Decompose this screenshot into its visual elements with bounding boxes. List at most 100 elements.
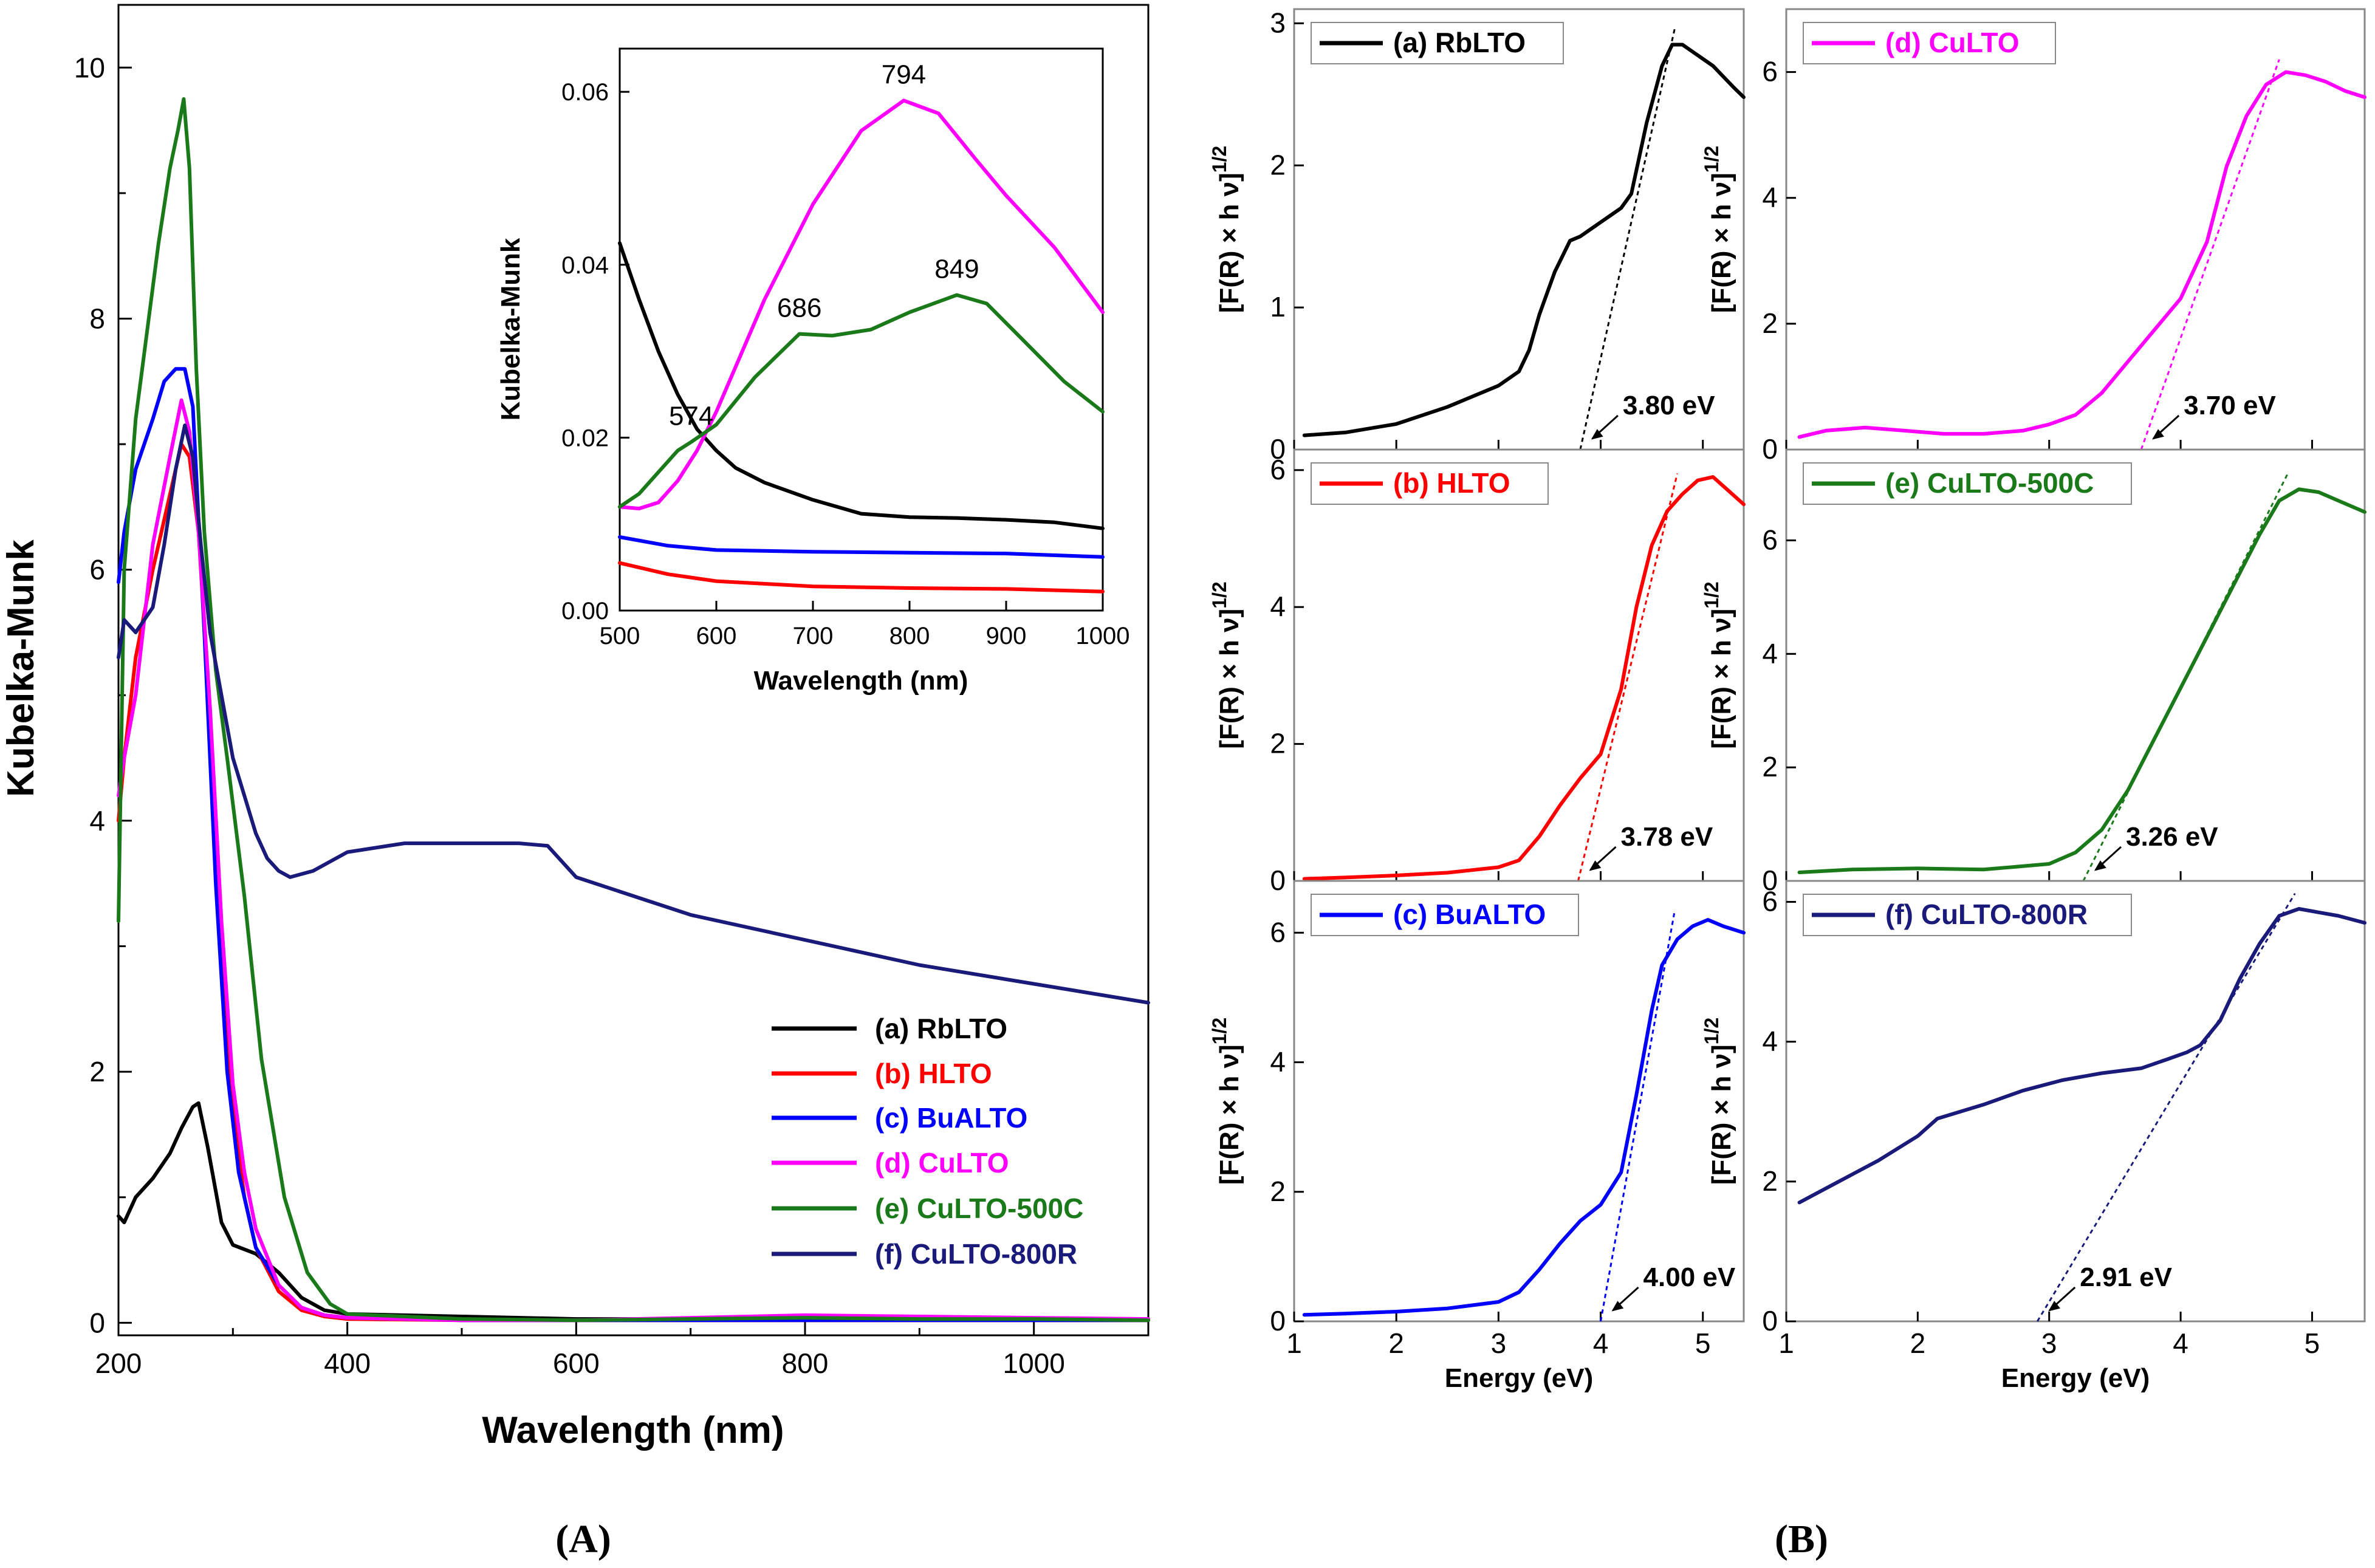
panel-b-x-tick-label: 2 bbox=[1910, 1327, 1926, 1359]
panel-b-gap-arrowhead-b bbox=[1589, 860, 1602, 871]
legend-entry-d: (d) CuLTO bbox=[772, 1147, 1009, 1179]
inset-x-tick-label: 900 bbox=[986, 623, 1027, 649]
panel-b-gap-arrowhead-f bbox=[2048, 1301, 2061, 1312]
panel-b-y-tick-label: 0 bbox=[1762, 1305, 1778, 1337]
panel-b-chart-b: 0 2 4 6 [F(R) × h ν]1/2 3.78 eV (b) HLTO bbox=[1208, 448, 1746, 896]
inset-x-tick-label: 700 bbox=[793, 623, 834, 649]
panel-b-frame-e bbox=[1785, 448, 2366, 882]
panel-b-legend-label-d: (d) CuLTO bbox=[1885, 27, 2020, 58]
panel-b-x-tick-label: 4 bbox=[1593, 1327, 1609, 1359]
panel-label-b: (B) bbox=[1775, 1517, 1828, 1561]
panel-b-y-tick-label: 0 bbox=[1270, 1305, 1286, 1337]
inset-x-tick-label: 800 bbox=[889, 623, 930, 649]
panel-b-y-tick-label: 6 bbox=[1762, 886, 1778, 917]
panel-b-x-tick-label: 1 bbox=[1778, 1327, 1794, 1359]
panel-b-frame-f bbox=[1785, 880, 2366, 1323]
panel-b-y-axis-title: [F(R) × h ν]1/2 bbox=[1701, 146, 1736, 313]
panel-b-y-tick-label: 4 bbox=[1762, 637, 1778, 669]
inset-ticks: 500 600 700 800 900 1000 0.00 0.02 0.04 0.06 bbox=[561, 79, 1129, 649]
inset-peak-labels: 794 849 686 574 bbox=[669, 60, 979, 431]
inset-series-b bbox=[618, 561, 1105, 594]
panel-b-y-tick-label: 0 bbox=[1270, 433, 1286, 465]
panel-a-y-tick-label: 8 bbox=[89, 303, 105, 335]
panel-a-x-tick-label: 1000 bbox=[1002, 1347, 1064, 1379]
panel-b-series-e bbox=[1797, 487, 2366, 874]
panel-b-y-tick-label: 2 bbox=[1762, 751, 1778, 782]
panel-label-a: (A) bbox=[555, 1517, 611, 1561]
panel-b-fit-line-c bbox=[1600, 913, 1676, 1322]
panel-a-y-tick-label: 2 bbox=[89, 1056, 105, 1087]
inset-curves bbox=[618, 98, 1105, 594]
panel-b-y-tick-label: 2 bbox=[1270, 1176, 1286, 1207]
panel-b-chart-d: 0 2 4 6 [F(R) × h ν]1/2 3.70 eV (d) CuLTO bbox=[1701, 8, 2366, 465]
inset-series-d bbox=[618, 98, 1105, 511]
panel-b-x-tick-label: 5 bbox=[1695, 1327, 1711, 1359]
inset-y-tick-label: 0.06 bbox=[561, 79, 609, 106]
panel-b-y-tick-label: 1 bbox=[1270, 291, 1286, 323]
panel-a-x-axis-title: Wavelength (nm) bbox=[482, 1409, 784, 1451]
panel-b-band-gap-e: 3.26 eV bbox=[2126, 822, 2218, 852]
panel-b-legend-label-f: (f) CuLTO-800R bbox=[1885, 899, 2088, 930]
panel-b-y-tick-label: 6 bbox=[1270, 454, 1286, 485]
panel-a-ticks: 200 400 600 800 1000 0 2 4 6 8 10 bbox=[74, 52, 1150, 1379]
panel-b-y-tick-label: 6 bbox=[1762, 524, 1778, 555]
panel-b-y-tick-label: 4 bbox=[1270, 591, 1286, 622]
panel-b-y-axis-exponent: 1/2 bbox=[1208, 146, 1230, 173]
panel-b-legend-label-a: (a) RbLTO bbox=[1393, 27, 1526, 58]
panel-b-legend-box-c bbox=[1311, 894, 1579, 936]
panel-a-y-axis-title: Kubelka-Munk bbox=[0, 539, 42, 797]
inset-series-e bbox=[618, 293, 1105, 509]
panel-b-frame-a bbox=[1293, 8, 1745, 451]
panel-b-fit-line-e bbox=[2082, 471, 2289, 882]
legend-entry-a: (a) RbLTO bbox=[772, 1013, 1007, 1044]
panel-b-y-tick-label: 0 bbox=[1762, 864, 1778, 896]
panel-b-gap-arrowhead-a bbox=[1591, 429, 1603, 440]
inset-x-tick-label: 500 bbox=[600, 623, 640, 649]
legend-label-d: (d) CuLTO bbox=[875, 1147, 1009, 1179]
inset-series-c bbox=[618, 535, 1105, 559]
legend-label-a: (a) RbLTO bbox=[875, 1013, 1007, 1044]
panel-b-series-c bbox=[1302, 918, 1746, 1317]
inset-peak-label: 794 bbox=[882, 60, 926, 89]
panel-b-y-tick-label: 4 bbox=[1762, 182, 1778, 213]
inset-y-tick-label: 0.00 bbox=[561, 598, 609, 625]
panel-a-y-tick-label: 6 bbox=[89, 554, 105, 586]
panel-a-curves bbox=[117, 97, 1150, 1323]
panel-b-y-axis-title: [F(R) × h ν]1/2 bbox=[1701, 1018, 1736, 1185]
inset-plot-frame bbox=[619, 47, 1104, 612]
panel-b-y-axis-title: [F(R) × h ν]1/2 bbox=[1701, 581, 1736, 748]
panel-b-y-axis-exponent: 1/2 bbox=[1701, 146, 1722, 173]
panel-a-inset-chart: 500 600 700 800 900 1000 0.00 0.02 0.04 0.06 794 8… bbox=[496, 46, 1129, 696]
panel-b-band-gap-b: 3.78 eV bbox=[1621, 822, 1713, 852]
panel-b-chart-f: 0 2 4 6 1 2 3 4 5 Energy (eV) [F(R) × h ν]1/2 2.91 … bbox=[1701, 880, 2366, 1393]
panel-b-fit-line-f bbox=[2036, 892, 2296, 1322]
panel-b-legend-label-e: (e) CuLTO-500C bbox=[1885, 467, 2094, 499]
panel-b-y-tick-label: 6 bbox=[1762, 56, 1778, 87]
legend-entry-f: (f) CuLTO-800R bbox=[772, 1238, 1077, 1270]
panel-b-x-tick-label: 1 bbox=[1286, 1327, 1302, 1359]
panel-b-x-tick-label: 3 bbox=[2041, 1327, 2057, 1359]
inset-y-axis-title: Kubelka-Munk bbox=[496, 238, 526, 420]
panel-b-y-tick-label: 4 bbox=[1762, 1025, 1778, 1057]
panel-b-legend-box-e bbox=[1803, 462, 2132, 505]
panel-b-y-tick-label: 3 bbox=[1270, 7, 1286, 38]
legend-label-f: (f) CuLTO-800R bbox=[875, 1238, 1077, 1270]
panel-b-y-tick-label: 6 bbox=[1270, 916, 1286, 948]
inset-x-tick-label: 1000 bbox=[1076, 623, 1130, 649]
panel-b-x-tick-label: 2 bbox=[1388, 1327, 1404, 1359]
panel-b-y-tick-label: 0 bbox=[1762, 433, 1778, 465]
panel-b-chart-c: 0 2 4 6 1 2 3 4 5 Energy (eV) [F(R) × h ν]1/2 4.00 … bbox=[1208, 880, 1746, 1393]
inset-x-axis-title: Wavelength (nm) bbox=[754, 666, 968, 696]
legend-entry-b: (b) HLTO bbox=[772, 1058, 992, 1089]
panel-a-y-tick-label: 0 bbox=[89, 1307, 105, 1338]
panel-b-fit-line-b bbox=[1577, 473, 1679, 882]
legend-label-c: (c) BuALTO bbox=[875, 1102, 1027, 1134]
panel-a-y-tick-label: 4 bbox=[89, 805, 105, 837]
panel-b-gap-arrowhead-c bbox=[1611, 1301, 1624, 1312]
inset-peak-label: 574 bbox=[669, 402, 713, 431]
panel-b-y-tick-label: 4 bbox=[1270, 1046, 1286, 1078]
panel-b-legend-label-b: (b) HLTO bbox=[1393, 467, 1510, 499]
panel-b-series-b bbox=[1302, 475, 1746, 881]
